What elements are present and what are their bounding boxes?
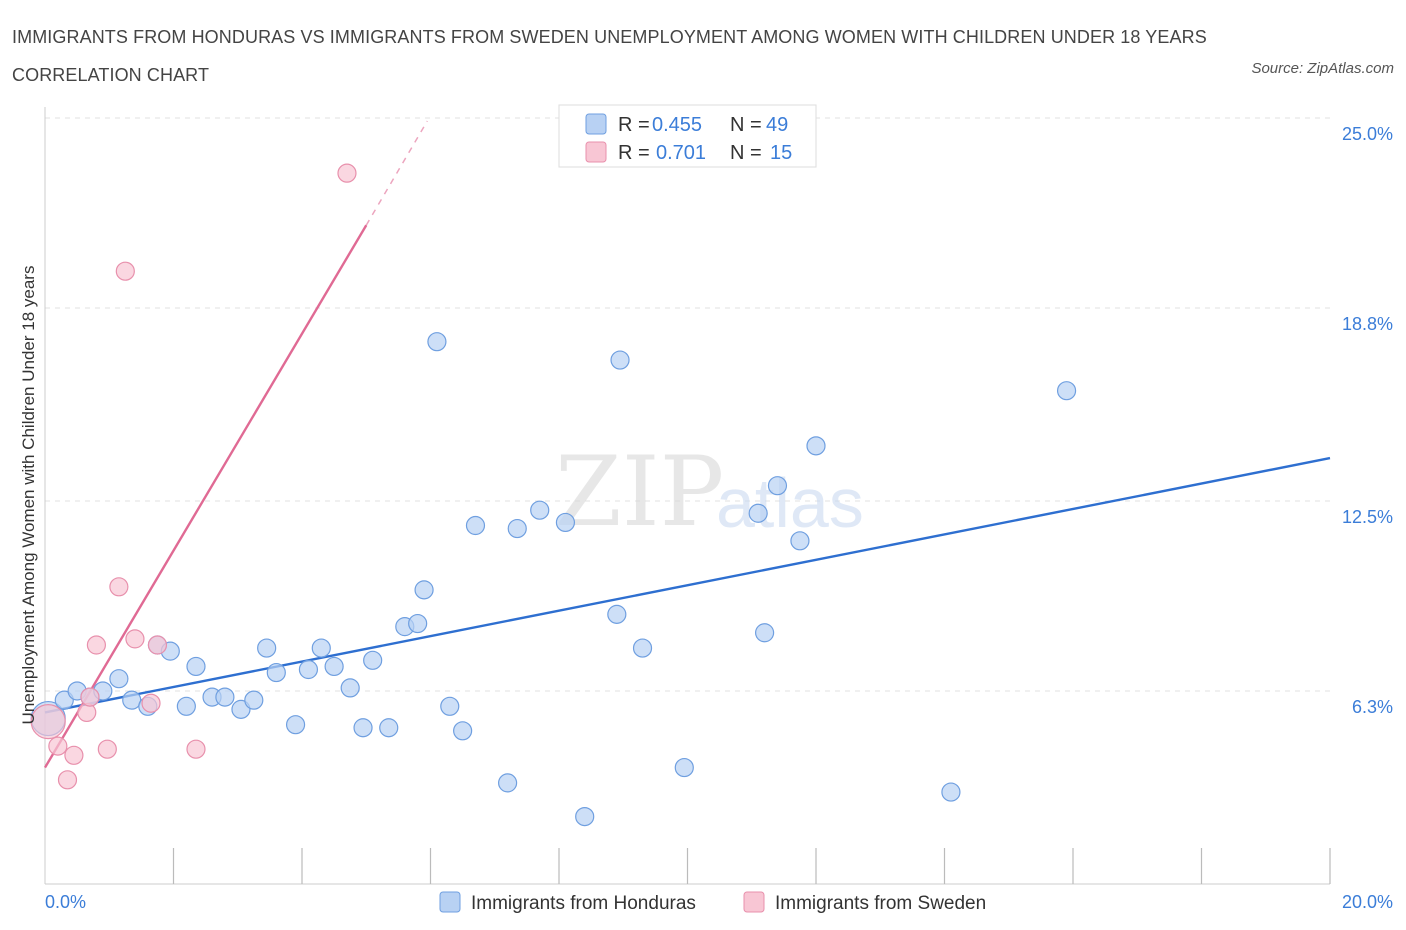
point-honduras-11: [186, 656, 206, 677]
bottom-legend: Immigrants from Honduras Immigrants from…: [439, 891, 986, 914]
point-honduras-23: [353, 718, 373, 738]
point-honduras-42: [748, 503, 768, 523]
point-sweden-13: [186, 739, 206, 759]
watermark-atlas: atlas: [716, 464, 864, 542]
watermark: ZIP atlas: [555, 436, 864, 548]
bottom-legend-label-honduras: Immigrants from Honduras: [471, 893, 696, 914]
point-honduras-21: [324, 656, 344, 677]
bottom-legend-swatch-honduras: [439, 891, 461, 913]
point-honduras-43: [754, 623, 775, 643]
y-tick-label-0: 6.3%: [1352, 697, 1393, 717]
point-sweden-7: [97, 739, 117, 759]
point-honduras-15: [244, 690, 264, 710]
legend-n-label-1: N =: [730, 114, 762, 136]
point-honduras-40: [632, 638, 653, 658]
point-honduras-47: [941, 782, 961, 802]
point-honduras-6: [122, 690, 142, 710]
point-honduras-36: [555, 512, 576, 533]
legend-box: R = 0.455 N = 49 R = 0.701 N = 15: [558, 104, 817, 168]
point-honduras-25: [379, 718, 399, 738]
point-honduras-16: [257, 638, 277, 658]
watermark-zip: ZIP: [555, 436, 724, 548]
point-sweden-11: [141, 693, 161, 713]
point-sweden-14: [337, 163, 357, 183]
point-sweden-9: [115, 261, 135, 281]
point-sweden-3: [64, 745, 84, 765]
legend-n-value-2: 15: [770, 142, 792, 164]
point-honduras-48: [1056, 381, 1077, 401]
legend-swatch-honduras: [585, 113, 607, 135]
point-sweden-2: [57, 770, 78, 790]
point-honduras-39: [610, 350, 630, 370]
point-honduras-5: [109, 669, 129, 689]
legend-r-value-2: 0.701: [656, 142, 706, 164]
point-honduras-27: [408, 613, 428, 634]
point-honduras-31: [453, 721, 473, 741]
point-honduras-46: [806, 436, 826, 456]
point-sweden-5: [80, 687, 100, 707]
source-label: Source: ZipAtlas.com: [1251, 60, 1394, 77]
point-honduras-33: [498, 773, 518, 793]
point-sweden-6: [86, 635, 107, 655]
point-honduras-29: [427, 332, 447, 352]
trendline-sweden-extension: [365, 120, 428, 226]
bottom-legend-swatch-sweden: [743, 891, 765, 913]
legend-n-label-2: N =: [730, 142, 762, 164]
y-tick-label-1: 12.5%: [1342, 507, 1393, 527]
legend-n-value-1: 49: [766, 114, 788, 136]
point-honduras-13: [215, 687, 235, 707]
point-honduras-44: [767, 476, 788, 496]
trendline-honduras: [44, 456, 1331, 714]
point-honduras-20: [311, 638, 331, 658]
point-honduras-19: [298, 659, 319, 680]
y-axis-label: Unemployment Among Women with Children U…: [19, 266, 38, 725]
point-honduras-32: [465, 515, 486, 536]
legend-r-label-2: R =: [618, 142, 650, 164]
point-honduras-45: [790, 531, 810, 551]
x-tick-label-min: 0.0%: [45, 892, 86, 912]
point-honduras-24: [363, 650, 383, 670]
point-honduras-34: [507, 518, 527, 539]
x-tick-label-max: 20.0%: [1342, 892, 1393, 912]
y-tick-labels: 6.3% 12.5% 18.8% 25.0%: [1342, 124, 1393, 717]
point-sweden-0: [30, 704, 66, 740]
trendline-sweden: [43, 224, 368, 769]
point-honduras-30: [440, 696, 460, 716]
legend-r-label-1: R =: [618, 114, 650, 136]
legend-swatch-sweden: [585, 141, 607, 163]
point-sweden-1: [48, 736, 68, 756]
point-honduras-18: [285, 715, 306, 735]
data-points: [30, 163, 1077, 827]
x-ticks: [172, 848, 1331, 884]
point-sweden-10: [125, 629, 145, 649]
point-honduras-22: [340, 678, 360, 698]
point-honduras-17: [266, 662, 286, 683]
point-sweden-8: [109, 577, 129, 597]
point-honduras-41: [674, 757, 694, 778]
legend-r-value-1: 0.455: [652, 114, 702, 136]
bottom-legend-label-sweden: Immigrants from Sweden: [775, 893, 986, 914]
trendlines: [43, 120, 1331, 769]
point-honduras-28: [414, 580, 434, 600]
point-honduras-37: [575, 806, 595, 827]
y-tick-label-3: 25.0%: [1342, 124, 1393, 144]
chart-title: IMMIGRANTS FROM HONDURAS VS IMMIGRANTS F…: [12, 27, 1207, 85]
point-honduras-38: [607, 604, 627, 624]
gridlines: [45, 117, 1330, 692]
point-sweden-12: [147, 635, 168, 655]
point-honduras-10: [176, 696, 196, 716]
point-honduras-35: [530, 500, 550, 520]
y-tick-label-2: 18.8%: [1342, 314, 1393, 334]
